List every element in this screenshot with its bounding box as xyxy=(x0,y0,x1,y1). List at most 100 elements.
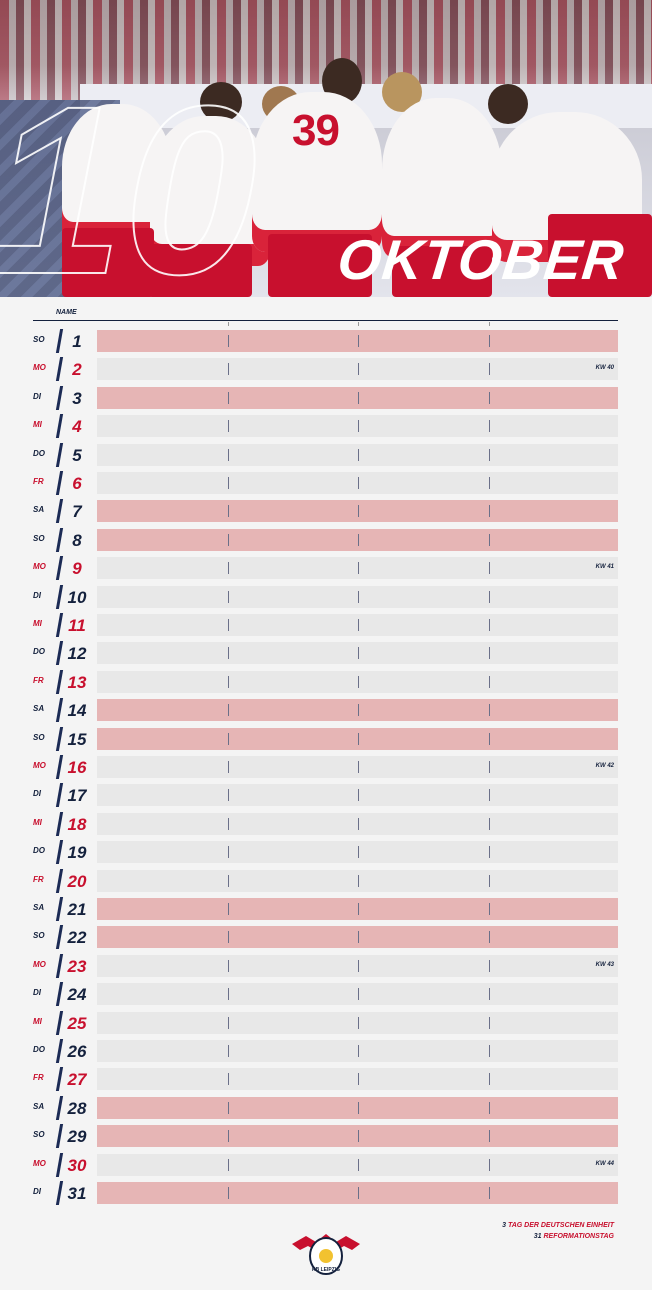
column-divider xyxy=(358,903,359,915)
entry-cell[interactable] xyxy=(97,642,618,664)
holiday-name: TAG DER DEUTSCHEN EINHEIT xyxy=(507,1222,614,1229)
entry-cell[interactable]: KW 43 xyxy=(97,955,618,977)
entry-cell[interactable] xyxy=(97,870,618,892)
column-divider xyxy=(228,931,229,943)
column-divider xyxy=(489,505,490,517)
day-number: 17 xyxy=(67,786,87,805)
day-number: 19 xyxy=(67,843,87,862)
column-divider xyxy=(228,335,229,347)
shorts xyxy=(148,244,252,297)
column-divider xyxy=(358,449,359,461)
weekday-label: MO xyxy=(33,960,46,969)
entry-cell[interactable] xyxy=(97,529,618,551)
entry-cell[interactable] xyxy=(97,926,618,948)
column-divider xyxy=(489,335,490,347)
entry-cell[interactable] xyxy=(97,330,618,352)
column-divider xyxy=(358,1187,359,1199)
column-divider xyxy=(358,875,359,887)
column-divider xyxy=(489,392,490,404)
table-row: FR 6 xyxy=(33,471,618,495)
day-number: 14 xyxy=(67,701,87,720)
day-number: 24 xyxy=(67,985,87,1004)
day-number: 9 xyxy=(72,559,82,578)
entry-cell[interactable] xyxy=(97,1097,618,1119)
table-row: SA 7 xyxy=(33,499,618,523)
column-divider xyxy=(358,931,359,943)
entry-cell[interactable] xyxy=(97,1012,618,1034)
entry-cell[interactable] xyxy=(97,614,618,636)
weekday-label: MI xyxy=(33,420,42,429)
weekday-label: DO xyxy=(33,846,45,855)
column-divider xyxy=(228,903,229,915)
entry-cell[interactable]: KW 42 xyxy=(97,756,618,778)
weekday-label: DI xyxy=(33,1187,41,1196)
holiday-name: REFORMATIONSTAG xyxy=(543,1233,614,1240)
column-divider xyxy=(358,1045,359,1057)
entry-cell[interactable] xyxy=(97,671,618,693)
entry-cell[interactable] xyxy=(97,387,618,409)
entry-cell[interactable] xyxy=(97,586,618,608)
entry-cell[interactable] xyxy=(97,500,618,522)
entry-cell[interactable] xyxy=(97,728,618,750)
column-divider xyxy=(358,846,359,858)
day-number: 29 xyxy=(67,1127,87,1146)
weekday-label: FR xyxy=(33,1073,44,1082)
column-divider xyxy=(228,1045,229,1057)
table-row: MO 23 KW 43 xyxy=(33,954,618,978)
table-row: SA 28 xyxy=(33,1096,618,1120)
column-divider xyxy=(358,988,359,1000)
weekday-label: MO xyxy=(33,761,46,770)
entry-cell[interactable] xyxy=(97,1040,618,1062)
column-divider xyxy=(489,818,490,830)
entry-cell[interactable] xyxy=(97,898,618,920)
day-number: 31 xyxy=(67,1184,87,1203)
column-divider xyxy=(358,477,359,489)
entry-cell[interactable] xyxy=(97,415,618,437)
rb-leipzig-logo: RB LEIPZIG xyxy=(292,1234,360,1275)
table-row: SA 14 xyxy=(33,698,618,722)
column-divider xyxy=(358,591,359,603)
entry-cell[interactable] xyxy=(97,699,618,721)
column-divider xyxy=(489,875,490,887)
entry-cell[interactable] xyxy=(97,813,618,835)
table-row: DO 26 xyxy=(33,1039,618,1063)
day-number: 7 xyxy=(72,502,82,521)
holiday-day: 3 xyxy=(502,1222,506,1229)
column-divider xyxy=(228,1017,229,1029)
entry-cell[interactable] xyxy=(97,1182,618,1204)
weekday-label: MO xyxy=(33,363,46,372)
day-number: 1 xyxy=(72,332,82,351)
entry-cell[interactable] xyxy=(97,983,618,1005)
column-divider xyxy=(358,505,359,517)
entry-cell[interactable] xyxy=(97,1068,618,1090)
day-number: 8 xyxy=(72,531,82,550)
column-divider xyxy=(228,1187,229,1199)
entry-cell[interactable] xyxy=(97,472,618,494)
column-divider xyxy=(228,733,229,745)
entry-cell[interactable]: KW 41 xyxy=(97,557,618,579)
column-divider xyxy=(489,988,490,1000)
week-number: KW 42 xyxy=(595,763,614,769)
table-row: SO 15 xyxy=(33,727,618,751)
shorts xyxy=(548,214,652,297)
entry-cell[interactable] xyxy=(97,444,618,466)
column-divider xyxy=(228,875,229,887)
entry-cell[interactable] xyxy=(97,841,618,863)
table-row: MO 9 KW 41 xyxy=(33,556,618,580)
column-divider xyxy=(489,704,490,716)
day-number: 26 xyxy=(67,1042,87,1061)
table-row: SA 21 xyxy=(33,897,618,921)
column-divider xyxy=(489,960,490,972)
entry-cell[interactable]: KW 40 xyxy=(97,358,618,380)
week-number: KW 43 xyxy=(595,962,614,968)
table-row: FR 13 xyxy=(33,670,618,694)
column-divider xyxy=(228,988,229,1000)
table-row: SO 22 xyxy=(33,925,618,949)
week-number: KW 41 xyxy=(595,564,614,570)
entry-cell[interactable] xyxy=(97,1125,618,1147)
column-divider xyxy=(228,676,229,688)
entry-cell[interactable]: KW 44 xyxy=(97,1154,618,1176)
day-number: 11 xyxy=(68,616,86,635)
entry-cell[interactable] xyxy=(97,784,618,806)
column-divider xyxy=(489,1159,490,1171)
